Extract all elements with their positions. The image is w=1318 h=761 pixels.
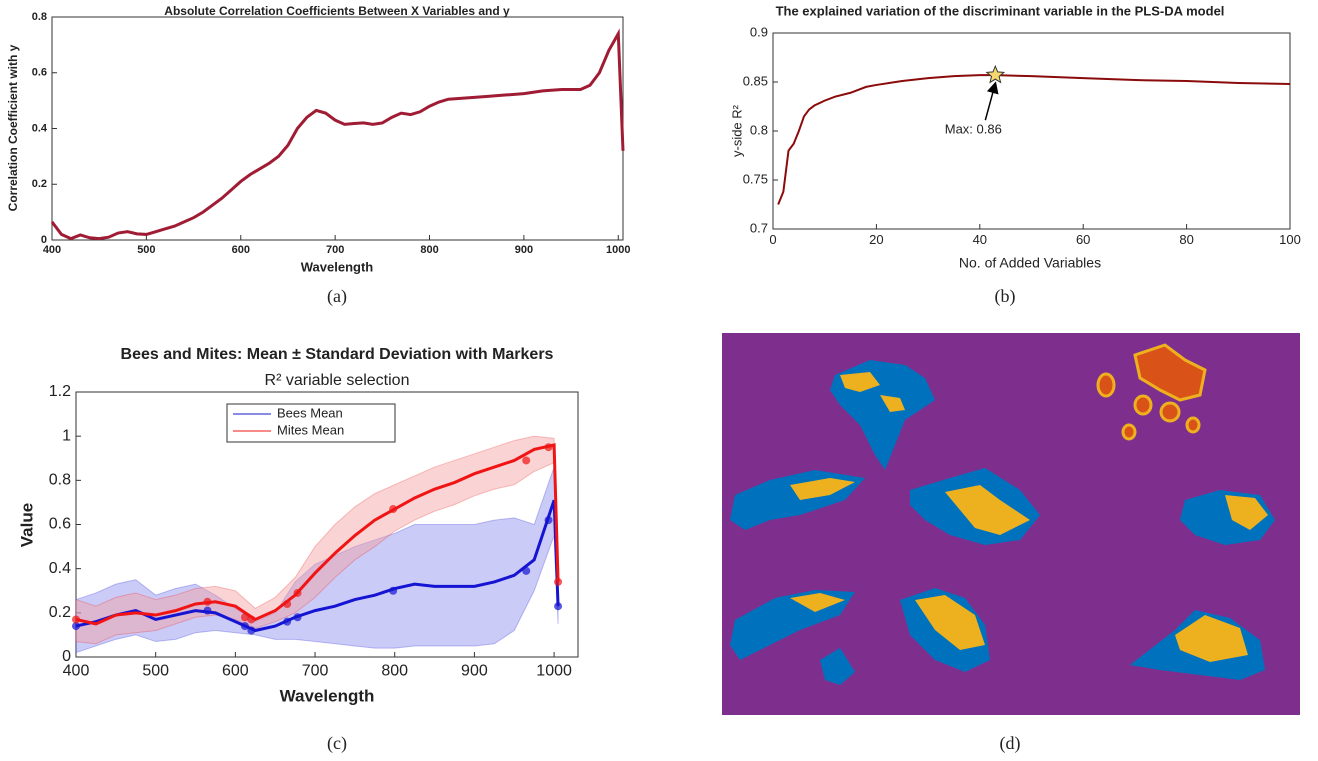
marker bbox=[294, 589, 302, 597]
x-tick-label: 80 bbox=[1179, 232, 1193, 247]
marker bbox=[247, 615, 255, 623]
x-tick-label: 0 bbox=[769, 232, 776, 247]
plot-box bbox=[773, 33, 1290, 229]
x-axis-label: Wavelength bbox=[301, 259, 374, 274]
marker bbox=[545, 516, 553, 524]
caption: (a) bbox=[327, 286, 347, 307]
figure: (a)400500600700800900100000.20.40.60.8Ab… bbox=[0, 0, 1318, 761]
data-line bbox=[778, 75, 1290, 204]
chart-title: The explained variation of the discrimin… bbox=[776, 3, 1225, 18]
marker bbox=[522, 567, 530, 575]
x-tick-label: 100 bbox=[1279, 232, 1301, 247]
marker bbox=[283, 618, 291, 626]
x-tick-label: 1000 bbox=[536, 663, 572, 680]
x-tick-label: 500 bbox=[137, 244, 155, 256]
chart-title: Bees and Mites: Mean ± Standard Deviatio… bbox=[121, 346, 554, 363]
marker bbox=[72, 615, 80, 623]
y-tick-label: 0.2 bbox=[49, 604, 71, 621]
x-axis-label: Wavelength bbox=[280, 686, 375, 705]
y-tick-label: 0.85 bbox=[743, 73, 768, 88]
y-axis-label: Value bbox=[17, 503, 36, 547]
y-tick-label: 0.4 bbox=[32, 122, 48, 134]
marker bbox=[203, 607, 211, 615]
data-line bbox=[52, 34, 623, 239]
x-tick-label: 600 bbox=[232, 244, 250, 256]
max-marker bbox=[987, 66, 1004, 82]
x-tick-label: 700 bbox=[326, 244, 344, 256]
blob bbox=[1187, 418, 1199, 432]
legend-label: Bees Mean bbox=[277, 405, 343, 420]
x-tick-label: 20 bbox=[869, 232, 883, 247]
marker bbox=[389, 587, 397, 595]
blob bbox=[1161, 403, 1179, 421]
marker bbox=[203, 598, 211, 606]
marker bbox=[283, 600, 291, 608]
y-tick-label: 0.4 bbox=[49, 560, 71, 577]
annotation-arrow bbox=[985, 87, 994, 120]
classification-map bbox=[722, 333, 1300, 715]
y-tick-label: 0.8 bbox=[49, 472, 71, 489]
marker bbox=[545, 443, 553, 451]
marker bbox=[294, 613, 302, 621]
annotation: Max: 0.86 bbox=[945, 122, 1002, 137]
caption: (c) bbox=[327, 733, 347, 754]
x-axis-label: No. of Added Variables bbox=[959, 255, 1101, 271]
x-tick-label: 800 bbox=[420, 244, 438, 256]
blob bbox=[1098, 374, 1114, 396]
marker bbox=[554, 578, 562, 586]
x-tick-label: 900 bbox=[515, 244, 533, 256]
caption: (b) bbox=[995, 286, 1016, 307]
y-tick-label: 0 bbox=[62, 648, 71, 665]
y-tick-label: 0.2 bbox=[32, 178, 47, 190]
chart-subtitle: R² variable selection bbox=[265, 372, 410, 389]
y-tick-label: 0 bbox=[41, 234, 47, 246]
blob bbox=[1123, 425, 1135, 439]
x-tick-label: 500 bbox=[142, 663, 169, 680]
y-tick-label: 1.2 bbox=[49, 383, 71, 400]
marker bbox=[389, 505, 397, 513]
x-tick-label: 600 bbox=[222, 663, 249, 680]
x-tick-label: 1000 bbox=[606, 244, 630, 256]
x-tick-label: 40 bbox=[973, 232, 987, 247]
y-tick-label: 0.6 bbox=[49, 516, 71, 533]
y-tick-label: 0.9 bbox=[750, 24, 768, 39]
y-tick-label: 0.8 bbox=[750, 122, 768, 137]
x-tick-label: 60 bbox=[1076, 232, 1090, 247]
x-tick-label: 700 bbox=[302, 663, 329, 680]
blob bbox=[1135, 396, 1151, 414]
legend-label: Mites Mean bbox=[277, 422, 344, 437]
y-tick-label: 1 bbox=[62, 427, 71, 444]
y-axis-label: y-side R² bbox=[729, 104, 744, 157]
marker bbox=[247, 627, 255, 635]
marker bbox=[522, 456, 530, 464]
x-tick-label: 900 bbox=[461, 663, 488, 680]
y-tick-label: 0.7 bbox=[750, 220, 768, 235]
y-tick-label: 0.75 bbox=[743, 171, 768, 186]
x-tick-label: 800 bbox=[381, 663, 408, 680]
y-tick-label: 0.6 bbox=[32, 67, 47, 79]
y-tick-label: 0.8 bbox=[32, 11, 47, 23]
chart-title: Absolute Correlation Coefficients Betwee… bbox=[164, 4, 510, 18]
marker bbox=[554, 602, 562, 610]
caption: (d) bbox=[1000, 733, 1021, 754]
y-axis-label: Correlation Coefficient with y bbox=[6, 44, 20, 211]
plot-box bbox=[52, 17, 623, 240]
